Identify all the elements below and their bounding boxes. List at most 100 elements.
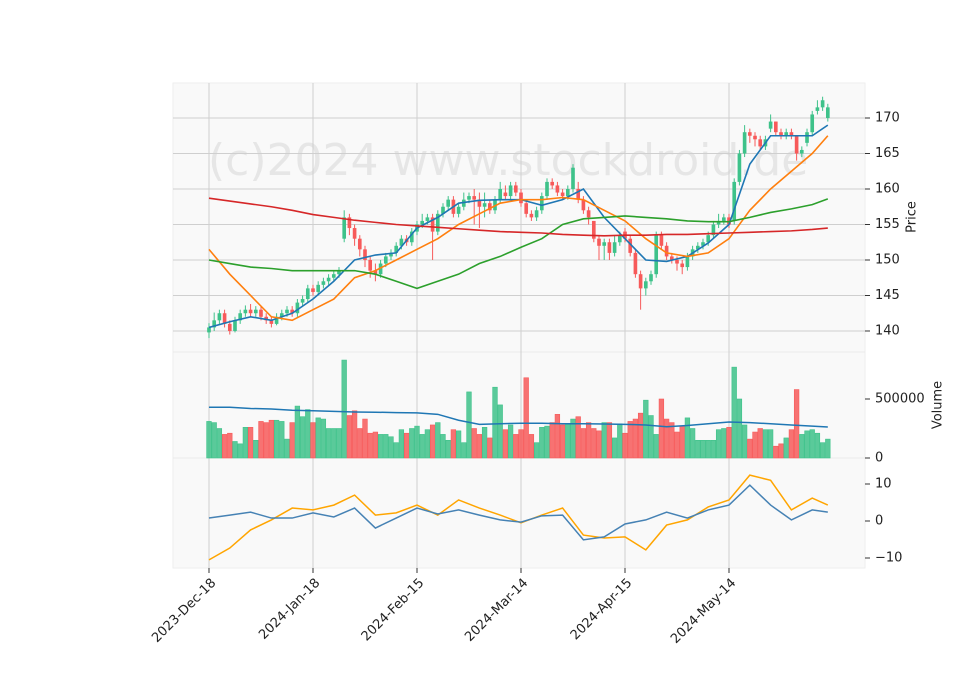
volume-bar [383,434,389,459]
volume-bar [544,425,550,459]
volume-bar [247,427,254,459]
volume-bar [721,428,727,459]
candle-body [300,299,305,303]
volume-bar [570,418,576,459]
candle-body [560,192,565,197]
candle-body [721,217,726,221]
candle-body [711,224,716,236]
candle-body [768,121,773,129]
y-tick-label: 140 [875,323,900,338]
volume-bar [211,422,217,459]
volume-bar [596,430,602,459]
volume-bar [367,432,373,459]
candle-body [311,288,315,292]
volume-bar [804,430,810,459]
volume-bar [507,424,514,459]
candle-body [290,309,295,314]
volume-bar [455,430,462,459]
candle-body [243,309,248,314]
candle-body [279,313,284,317]
volume-bar [637,412,644,459]
volume-bar [357,428,363,459]
candle-body [612,242,617,253]
volume-bar [403,432,410,459]
volume-bar [315,417,321,459]
candle-body [295,302,300,314]
volume-bar [814,432,821,459]
volume-bar [310,422,316,459]
candle-body [716,220,721,225]
volume-bar [227,432,233,459]
candle-body [799,149,804,154]
volume-bar [336,428,342,459]
candle-body [565,188,570,197]
volume-axis-label: Volume [931,381,946,429]
volume-bar [388,436,394,459]
volume-bar [591,428,597,459]
watermark: (c)2024 www.stockdroid.de [208,135,808,186]
volume-bar [549,422,555,459]
volume-bar [559,424,566,459]
candle-body [508,185,513,197]
candle-body [498,188,503,200]
candle-body [706,235,711,243]
candle-body [363,249,367,260]
candle-body [789,132,794,136]
volume-bar [627,421,633,459]
candle-body [633,252,638,275]
line [208,484,828,541]
volume-bar [341,359,347,459]
candle-body [269,320,274,324]
candle-body [487,203,492,211]
line [208,198,829,290]
volume-bar [377,434,384,459]
candle-body [513,185,518,193]
candle-body [326,277,331,282]
volume-bar [788,429,795,459]
volume-bar [305,409,311,459]
line [208,135,829,322]
candle-body [659,235,664,246]
candle-body [576,188,581,200]
y-tick-label: 0 [875,451,883,466]
volume-bar [216,428,223,459]
volume-bar [741,424,748,459]
candle-body [758,139,763,147]
candle-body [482,203,487,207]
volume-bar [471,428,477,459]
candle-body [586,210,591,218]
volume-bar [435,422,441,459]
candle-body [347,217,352,229]
candle-body [337,270,341,275]
volume-bar [513,434,519,459]
y-tick-label: 155 [875,217,900,232]
volume-bar [237,443,243,459]
volume-bar [757,428,763,459]
volume-bar [232,441,238,459]
candle-body [425,217,430,221]
volume-bar [242,427,249,459]
candle-body [649,274,653,282]
volume-bar [705,439,711,459]
x-tick-label: 2024-Feb-15 [359,576,428,645]
candle-body [207,327,211,333]
candle-body [628,238,633,253]
candle-body [238,313,243,321]
volume-bar [606,422,613,459]
candle-body [675,259,679,264]
volume-bar [533,442,540,459]
volume-bar [695,439,701,459]
candle-body [305,288,310,300]
volume-bar [263,422,269,459]
volume-bar [663,418,670,459]
volume-bar [622,432,628,459]
volume-bar [601,422,607,459]
volume-bar [632,418,639,459]
candle-body [685,256,690,268]
volume-bar [320,418,327,459]
volume-bar [580,428,587,459]
volume-bar [424,429,431,459]
candle-body [550,181,555,186]
volume-bar [554,414,561,459]
volume-bar [440,434,446,459]
